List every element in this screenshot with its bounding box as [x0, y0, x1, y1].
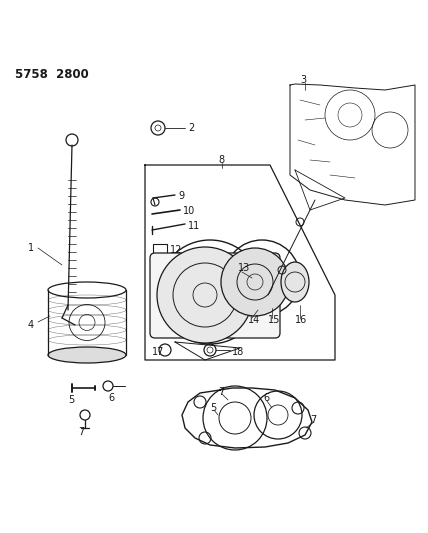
Text: 6: 6	[108, 393, 114, 403]
Text: 8: 8	[218, 155, 224, 165]
Text: 11: 11	[188, 221, 200, 231]
FancyBboxPatch shape	[150, 253, 280, 338]
Circle shape	[221, 248, 289, 316]
Bar	[153, 244, 167, 254]
Text: 15: 15	[268, 315, 280, 325]
Text: 14: 14	[248, 315, 260, 325]
Text: 12: 12	[170, 245, 182, 255]
Text: 4: 4	[28, 320, 34, 330]
Circle shape	[157, 247, 253, 343]
Text: 9: 9	[178, 191, 184, 201]
Ellipse shape	[281, 262, 309, 302]
Text: 10: 10	[183, 206, 195, 216]
Text: 7: 7	[78, 427, 84, 437]
Text: 1: 1	[28, 243, 34, 253]
Text: 2: 2	[188, 123, 194, 133]
Ellipse shape	[48, 347, 126, 363]
Text: 7: 7	[310, 415, 316, 425]
Text: 3: 3	[300, 75, 306, 85]
Text: 5: 5	[68, 395, 74, 405]
Text: 7: 7	[218, 387, 224, 397]
Text: 18: 18	[232, 347, 244, 357]
Text: 16: 16	[295, 315, 307, 325]
Text: 5758  2800: 5758 2800	[15, 68, 89, 81]
Text: 5: 5	[210, 403, 216, 413]
Text: 13: 13	[238, 263, 250, 273]
Text: 17: 17	[152, 347, 164, 357]
Text: 6: 6	[263, 393, 269, 403]
